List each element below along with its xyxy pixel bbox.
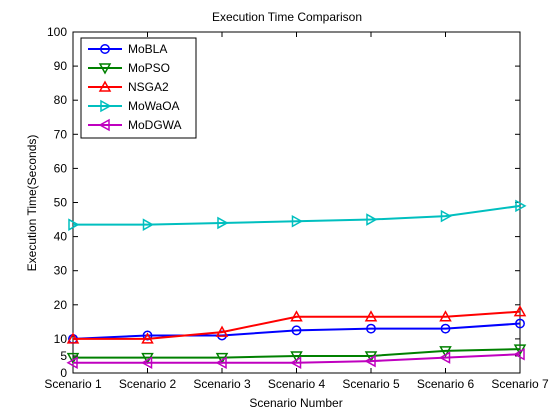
- series-line: [73, 353, 521, 364]
- legend-item-mobla: MoBLA: [88, 42, 167, 56]
- legend-label: NSGA2: [128, 80, 169, 94]
- data-point: [515, 199, 527, 213]
- data-point: [217, 216, 229, 230]
- y-tick-label: 20: [54, 298, 68, 312]
- series-line: [73, 348, 521, 359]
- y-tick-label: 10: [54, 332, 68, 346]
- legend-label: MoDGWA: [128, 118, 182, 132]
- legend-marker: [98, 118, 110, 132]
- x-tick-label: Scenario 5: [342, 377, 400, 391]
- data-point: [513, 347, 525, 361]
- y-tick-label: 70: [54, 127, 68, 141]
- data-point: [439, 310, 452, 322]
- legend-marker: [98, 63, 112, 75]
- y-tick-label: 60: [54, 161, 68, 175]
- data-point: [289, 356, 302, 370]
- legend-marker: [98, 80, 112, 92]
- data-point: [290, 351, 303, 363]
- x-tick-label: Scenario 1: [44, 377, 102, 391]
- data-point: [440, 323, 451, 334]
- series-line: [73, 204, 521, 226]
- y-tick-label: 5: [60, 349, 67, 363]
- data-point: [290, 310, 303, 322]
- y-axis-label: Execution Time(Seconds): [25, 135, 39, 272]
- y-tick-label: 80: [54, 93, 68, 107]
- y-tick-label: 90: [54, 59, 68, 73]
- series-line: [73, 310, 521, 340]
- data-point: [215, 325, 229, 337]
- legend-item-nsga2: NSGA2: [88, 80, 169, 94]
- y-tick-label: 40: [54, 230, 68, 244]
- data-point: [366, 213, 378, 226]
- legend-marker: [100, 99, 112, 113]
- legend: MoBLA MoPSO NSGA2 MoWaOA MoDGWA: [80, 37, 197, 139]
- x-axis-label: Scenario Number: [249, 396, 342, 410]
- x-tick-label: Scenario 3: [193, 377, 251, 391]
- y-tick-label: 100: [47, 25, 67, 39]
- series-line: [72, 322, 521, 340]
- y-axis: 0 5 10 20 30 40 50 60 70 80 90 100: [47, 25, 520, 380]
- y-tick-label: 0: [60, 366, 67, 380]
- data-point: [68, 218, 80, 231]
- data-point: [364, 354, 376, 368]
- legend-item-modgwa: MoDGWA: [88, 118, 182, 132]
- data-point: [142, 218, 155, 231]
- data-point: [440, 209, 453, 223]
- x-tick-label: Scenario 4: [268, 377, 326, 391]
- x-tick-label: Scenario 7: [491, 377, 549, 391]
- series-layer: [66, 199, 527, 370]
- x-tick-label: Scenario 2: [119, 377, 177, 391]
- legend-item-mopso: MoPSO: [88, 61, 170, 75]
- legend-marker: [100, 44, 110, 54]
- legend-label: MoPSO: [128, 61, 170, 75]
- legend-label: MoBLA: [128, 42, 167, 56]
- data-point: [140, 356, 153, 370]
- series-mobla: [68, 318, 525, 344]
- series-modgwa: [66, 347, 525, 370]
- data-point: [291, 325, 302, 336]
- data-point: [66, 356, 78, 370]
- x-tick-label: Scenario 6: [417, 377, 475, 391]
- y-tick-label: 30: [54, 264, 68, 278]
- legend-label: MoWaOA: [128, 99, 180, 113]
- data-point: [291, 214, 304, 228]
- data-point: [438, 351, 451, 364]
- x-axis: Scenario 1 Scenario 2 Scenario 3 Scenario 4…: [44, 32, 549, 391]
- series-nsga2: [66, 305, 527, 344]
- data-point: [513, 305, 527, 317]
- series-mowaoa: [68, 199, 527, 231]
- data-point: [439, 346, 452, 358]
- data-point: [366, 323, 376, 334]
- chart-title: Execution Time Comparison: [212, 10, 362, 24]
- data-point: [215, 356, 227, 370]
- data-point: [364, 310, 378, 322]
- y-tick-label: 50: [54, 196, 68, 210]
- data-point: [141, 332, 154, 344]
- legend-item-mowaoa: MoWaOA: [88, 99, 180, 113]
- data-point: [515, 318, 525, 329]
- data-point: [66, 332, 80, 344]
